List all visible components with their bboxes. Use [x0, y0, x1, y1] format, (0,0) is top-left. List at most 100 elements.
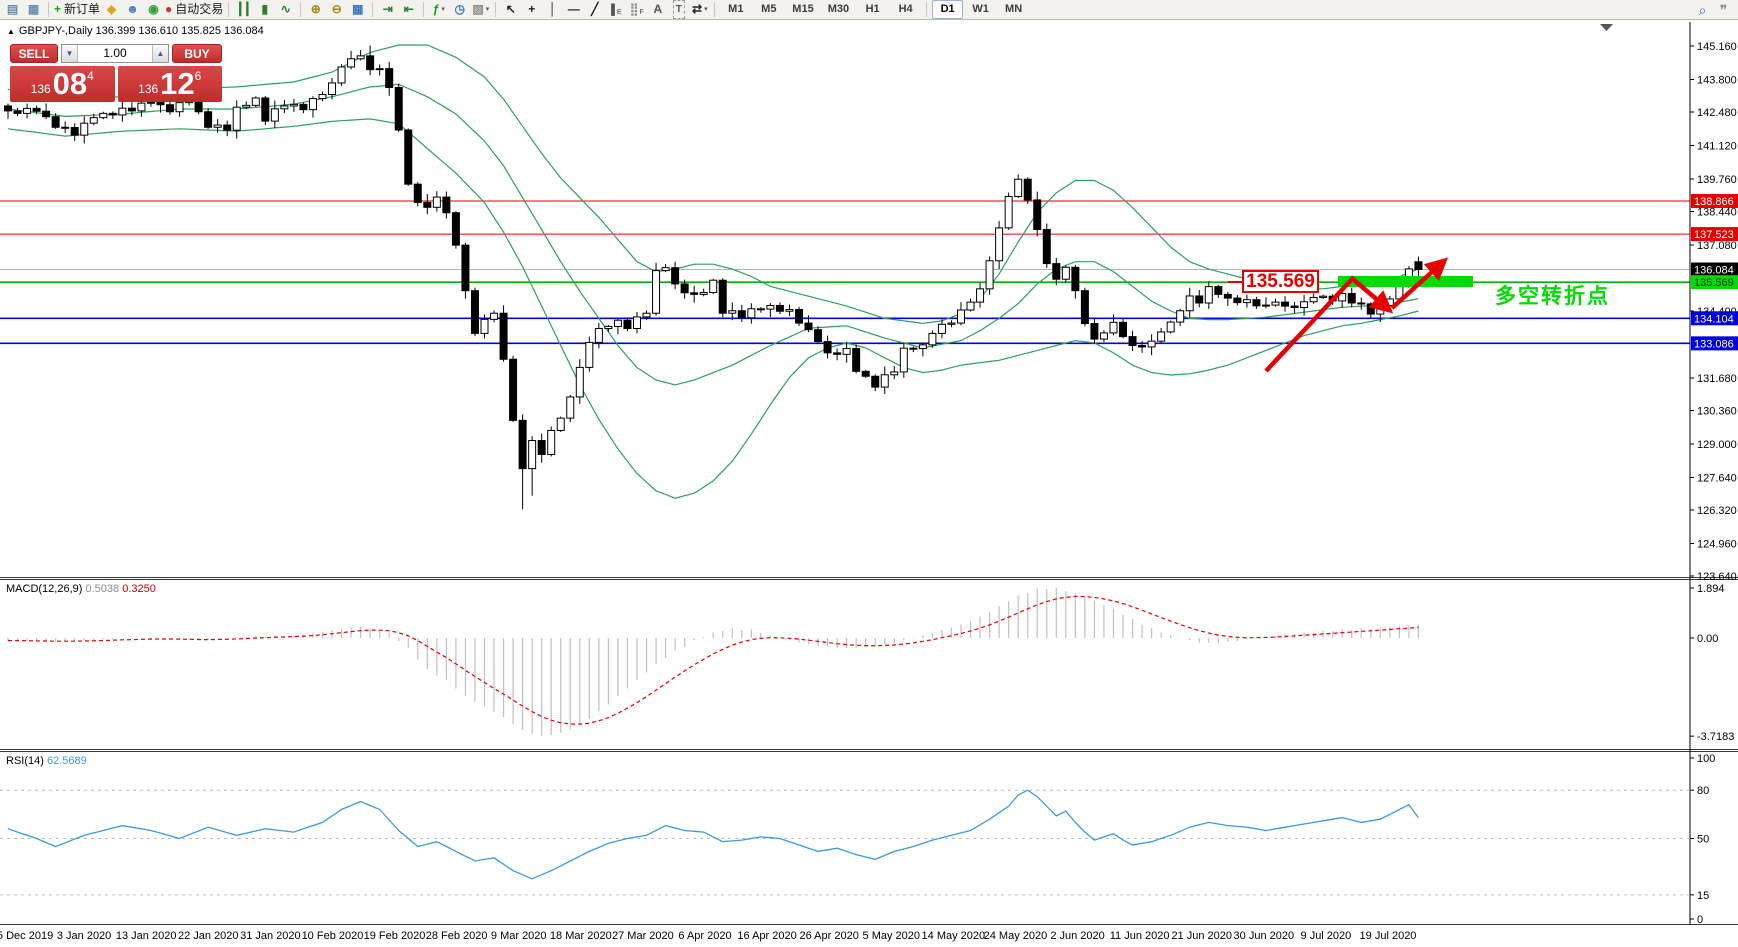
- chat-icon[interactable]: ❞: [1719, 1, 1728, 18]
- svg-text:22 Jan 2020: 22 Jan 2020: [178, 930, 239, 942]
- svg-text:21 Jun 2020: 21 Jun 2020: [1171, 930, 1232, 942]
- macd-name: MACD(12,26,9): [6, 583, 83, 595]
- tf-m15[interactable]: M15: [792, 3, 814, 15]
- market-watch-icon[interactable]: ◆: [106, 2, 117, 16]
- candlestick-chart-icon[interactable]: ▮: [261, 2, 269, 16]
- green-level-bar: [1338, 276, 1473, 287]
- volume-decrease-button[interactable]: ▼: [62, 45, 78, 62]
- rsi-name: RSI(14): [6, 755, 44, 767]
- toolbar-separator: [926, 2, 928, 17]
- red-trend-arrow: [1264, 275, 1356, 373]
- svg-text:9 Mar 2020: 9 Mar 2020: [491, 930, 547, 942]
- svg-text:136.084: 136.084: [1694, 265, 1734, 277]
- svg-text:124.960: 124.960: [1697, 538, 1737, 550]
- bar-chart-icon[interactable]: ┃┃: [236, 2, 252, 16]
- text-icon[interactable]: A: [653, 2, 663, 16]
- toolbar-separator: [423, 2, 425, 17]
- svg-text:18 Mar 2020: 18 Mar 2020: [550, 930, 612, 942]
- collapse-panel-toggle[interactable]: ▲: [7, 27, 15, 36]
- buy-quote[interactable]: 136 12 6: [117, 66, 222, 102]
- search-icon[interactable]: ⌕: [1698, 1, 1707, 18]
- auto-scroll-icon[interactable]: ⇥: [382, 2, 393, 16]
- volume-increase-button[interactable]: ▲: [152, 45, 168, 62]
- toolbar-separator: [300, 2, 302, 17]
- svg-text:-3.7183: -3.7183: [1697, 731, 1734, 743]
- crosshair-icon[interactable]: +: [528, 2, 536, 16]
- sell-button[interactable]: SELL: [10, 44, 58, 63]
- community-icon[interactable]: ☻: [126, 2, 139, 16]
- auto-trading-button[interactable]: ● 自动交易: [165, 2, 224, 16]
- fibonacci-icon[interactable]: ⣿ F: [629, 2, 644, 16]
- svg-text:31 Jan 2020: 31 Jan 2020: [240, 930, 301, 942]
- tf-m5[interactable]: M5: [761, 3, 777, 15]
- shift-chart-icon[interactable]: ⇤: [403, 2, 414, 16]
- chart-symbol-label: ▲ GBPJPY-,Daily 136.399 136.610 135.825 1…: [7, 25, 264, 37]
- period-icon[interactable]: ◷: [454, 2, 466, 16]
- tf-d1[interactable]: D1: [932, 0, 964, 19]
- signals-icon[interactable]: ◉: [148, 2, 159, 16]
- macd-pane: 1.894 0.00 -3.7183: [7, 583, 1734, 743]
- svg-text:130.360: 130.360: [1697, 405, 1737, 417]
- tf-mn[interactable]: MN: [1005, 3, 1023, 15]
- zoom-out-icon[interactable]: ⊖: [331, 2, 342, 16]
- svg-text:0: 0: [1697, 914, 1703, 926]
- svg-text:19 Feb 2020: 19 Feb 2020: [364, 930, 426, 942]
- tf-m30[interactable]: M30: [827, 3, 850, 15]
- rsi-value: 62.5689: [46, 755, 87, 767]
- svg-text:143.800: 143.800: [1697, 74, 1737, 86]
- svg-text:14 May 2020: 14 May 2020: [922, 930, 986, 942]
- tile-windows-icon[interactable]: ▦: [352, 2, 364, 16]
- svg-text:80: 80: [1697, 785, 1709, 797]
- new-order-button[interactable]: + 新订单: [54, 2, 101, 16]
- rsi-indicator-label: RSI(14) 62.5689: [6, 755, 87, 767]
- horizontal-line-icon[interactable]: —: [567, 2, 580, 16]
- cursor-icon[interactable]: ↖: [505, 2, 516, 16]
- toolbar-separator: [372, 2, 374, 17]
- profiles-icon[interactable]: ▦: [27, 2, 40, 16]
- rsi-pane: 100 80 50 15 0: [0, 753, 1715, 926]
- macd-signal-value: 0.3250: [122, 583, 156, 595]
- tf-h4[interactable]: H4: [898, 3, 913, 15]
- one-click-trade-panel: SELL ▼ 1.00 ▲ BUY 136 08 4 136 12 6: [10, 44, 222, 102]
- toolbar: ▤ ▦ + 新订单 ◆ ☻ ◉ ● 自动交易 ┃┃ ▮ ∿ ⊕ ⊖ ▦ ⇥ ⇤ ƒ ▾ ◷ ▧ ▾ ↖ + │ — ╱ ∥ E ⣿ F A T ⇄…: [0, 0, 1738, 20]
- svg-text:27 Mar 2020: 27 Mar 2020: [612, 930, 674, 942]
- svg-text:16 Apr 2020: 16 Apr 2020: [737, 930, 796, 942]
- tf-m1[interactable]: M1: [728, 3, 744, 15]
- macd-main-value: 0.5038: [85, 583, 120, 595]
- tf-h1[interactable]: H1: [865, 3, 880, 15]
- toolbar-separator: [48, 2, 49, 17]
- svg-text:131.680: 131.680: [1697, 373, 1737, 385]
- price-callout-box[interactable]: 135.569: [1242, 270, 1319, 293]
- templates-icon[interactable]: ▧ ▾: [472, 2, 490, 16]
- tf-w1[interactable]: W1: [972, 3, 989, 15]
- toolbar-separator: [714, 2, 716, 17]
- svg-text:5 May 2020: 5 May 2020: [863, 930, 920, 942]
- macd-indicator-label: MACD(12,26,9) 0.5038 0.3250: [6, 583, 156, 595]
- svg-text:126.320: 126.320: [1697, 505, 1737, 517]
- buy-button[interactable]: BUY: [172, 44, 222, 63]
- volume-value[interactable]: 1.00: [103, 46, 127, 60]
- trendline-icon[interactable]: ╱: [591, 2, 599, 16]
- arrows-icon[interactable]: ⇄ ▾: [692, 2, 708, 16]
- indicators-button[interactable]: ƒ ▾: [432, 2, 445, 16]
- svg-text:141.120: 141.120: [1697, 140, 1737, 152]
- svg-text:133.086: 133.086: [1694, 338, 1734, 350]
- zoom-in-icon[interactable]: ⊕: [310, 2, 321, 16]
- svg-text:123.640: 123.640: [1697, 571, 1737, 583]
- volume-stepper: ▼ 1.00 ▲: [61, 44, 169, 63]
- line-chart-icon[interactable]: ∿: [280, 2, 291, 16]
- symbol-ohlc: 136.399 136.610 135.825 136.084: [95, 25, 264, 37]
- sell-quote-big: 08: [52, 66, 88, 101]
- turning-point-annotation[interactable]: 多空转折点: [1495, 285, 1610, 308]
- svg-text:50: 50: [1697, 834, 1709, 846]
- vertical-line-icon[interactable]: │: [549, 2, 557, 16]
- sell-quote[interactable]: 136 08 4: [10, 66, 115, 102]
- chart-window-icon[interactable]: ▤: [6, 2, 19, 16]
- macd-signal-line: [7, 595, 1419, 725]
- shift-end-marker: [1600, 24, 1613, 31]
- equidistant-channel-icon[interactable]: ∥ E: [609, 2, 622, 16]
- chart-annotations[interactable]: [1228, 24, 1613, 373]
- candles: [4, 45, 1423, 510]
- text-label-icon[interactable]: T: [669, 0, 688, 19]
